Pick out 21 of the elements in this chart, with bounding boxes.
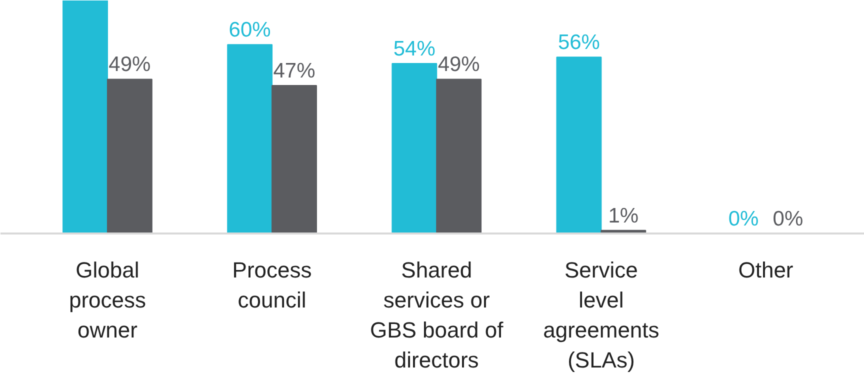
data-label: 47% xyxy=(273,60,316,83)
data-label: 56% xyxy=(558,31,600,54)
data-label: 54% xyxy=(393,37,436,60)
data-label: 49% xyxy=(108,53,151,76)
data-label: 1% xyxy=(608,204,639,228)
data-label: 49% xyxy=(438,53,480,76)
x-tick-label: Other xyxy=(738,258,794,282)
bar xyxy=(106,78,152,234)
x-tick-label: Service level agreements (SLAs) xyxy=(543,258,660,372)
x-tick-label: Process council xyxy=(232,258,312,312)
bar xyxy=(62,0,108,234)
bar xyxy=(272,85,317,234)
bar xyxy=(392,62,438,234)
x-tick-label: Shared services or GBS board of directors xyxy=(370,258,504,372)
data-label: 0% xyxy=(728,208,759,230)
bar xyxy=(556,56,602,234)
bar xyxy=(436,78,482,234)
data-label: 0% xyxy=(772,208,804,230)
data-label: 60% xyxy=(228,18,271,42)
x-tick-label: Global process owner xyxy=(68,258,146,342)
bar xyxy=(227,44,273,234)
